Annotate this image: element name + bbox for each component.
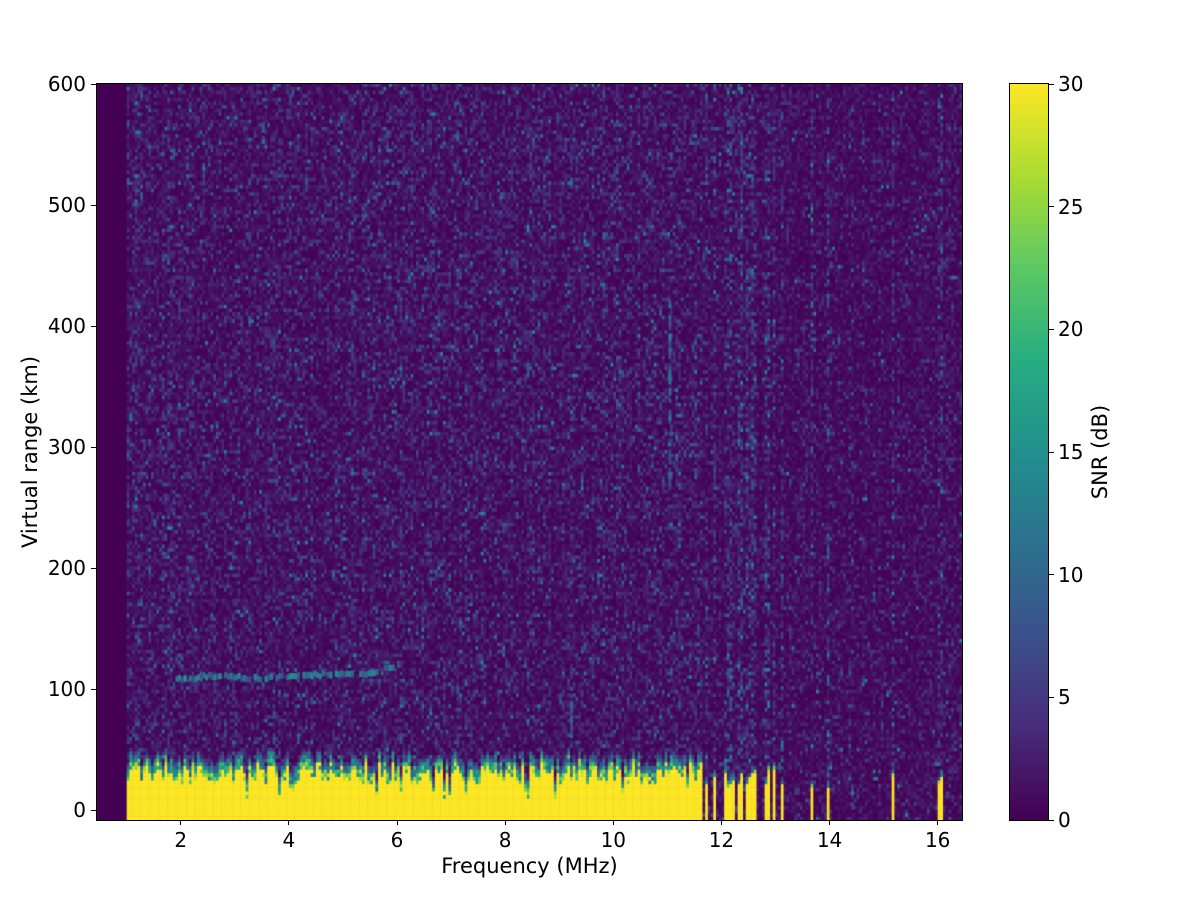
colorbar-gradient bbox=[1010, 84, 1048, 820]
x-tick-label: 10 bbox=[600, 828, 627, 852]
x-tick-mark bbox=[612, 820, 614, 825]
ionogram-heatmap-canvas bbox=[97, 84, 962, 820]
colorbar-label: SNR (dB) bbox=[1088, 404, 1112, 500]
y-tick-mark bbox=[91, 688, 97, 690]
y-tick-mark bbox=[91, 446, 97, 448]
x-tick-label: 14 bbox=[816, 828, 843, 852]
y-tick-label: 300 bbox=[47, 435, 86, 460]
colorbar-tick-label: 0 bbox=[1058, 808, 1071, 832]
colorbar-tick-label: 25 bbox=[1058, 194, 1084, 219]
colorbar-tick-mark bbox=[1049, 451, 1054, 453]
y-tick-mark bbox=[91, 204, 97, 206]
x-tick-mark bbox=[720, 820, 722, 825]
x-tick-label: 8 bbox=[498, 828, 512, 852]
y-axis-label: Virtual range (km) bbox=[18, 355, 42, 549]
y-tick-label: 500 bbox=[47, 193, 86, 218]
x-tick-mark bbox=[504, 820, 506, 825]
colorbar-tick-mark bbox=[1049, 696, 1054, 698]
colorbar-tick-label: 10 bbox=[1058, 562, 1084, 587]
colorbar-tick-mark bbox=[1049, 574, 1054, 576]
x-tick-label: 2 bbox=[174, 828, 188, 852]
x-tick-mark bbox=[829, 820, 831, 825]
y-tick-mark bbox=[91, 325, 97, 327]
colorbar-tick-mark bbox=[1049, 328, 1054, 330]
y-tick-label: 400 bbox=[47, 314, 86, 339]
x-tick-label: 6 bbox=[390, 828, 404, 852]
x-axis-label: Frequency (MHz) bbox=[441, 854, 618, 878]
colorbar-tick-label: 30 bbox=[1058, 72, 1084, 96]
y-tick-label: 200 bbox=[47, 556, 86, 581]
colorbar-tick-mark bbox=[1049, 206, 1054, 208]
x-tick-label: 12 bbox=[708, 828, 735, 852]
y-tick-label: 600 bbox=[47, 72, 86, 96]
y-tick-label: 100 bbox=[47, 677, 86, 702]
y-tick-mark bbox=[91, 83, 97, 85]
x-tick-label: 16 bbox=[924, 828, 951, 852]
x-tick-label: 4 bbox=[282, 828, 296, 852]
colorbar-tick-label: 20 bbox=[1058, 317, 1084, 342]
x-tick-mark bbox=[396, 820, 398, 825]
colorbar-tick-label: 5 bbox=[1058, 685, 1071, 710]
colorbar-tick-label: 15 bbox=[1058, 440, 1084, 464]
x-tick-mark bbox=[937, 820, 939, 825]
x-tick-mark bbox=[288, 820, 290, 825]
y-tick-mark bbox=[91, 809, 97, 811]
y-tick-mark bbox=[91, 567, 97, 569]
y-tick-label: 0 bbox=[73, 798, 86, 823]
x-tick-mark bbox=[180, 820, 182, 825]
colorbar-tick-mark bbox=[1049, 819, 1054, 821]
colorbar-tick-mark bbox=[1049, 83, 1054, 85]
